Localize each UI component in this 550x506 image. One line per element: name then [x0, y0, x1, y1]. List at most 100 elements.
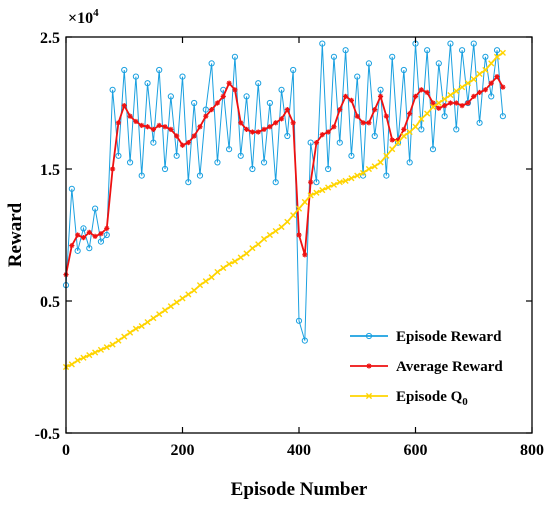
point-average-reward-6-d2 — [98, 231, 104, 236]
point-average-reward-13-d2 — [139, 123, 144, 128]
point-episode-q-60-b — [412, 123, 419, 130]
point-average-reward-63 — [430, 100, 436, 106]
point-episode-q-71 — [476, 70, 483, 78]
point-average-reward-25-d2 — [209, 107, 214, 112]
point-average-reward-32 — [249, 129, 255, 135]
point-episode-q-10 — [121, 333, 128, 340]
point-episode-reward-31 — [243, 93, 250, 100]
point-average-reward-55-d2 — [384, 113, 389, 119]
point-episode-q-9-b — [115, 337, 122, 344]
point-average-reward-7-d2 — [104, 226, 110, 231]
point-average-reward-15-d2 — [151, 127, 156, 132]
point-episode-reward-67 — [453, 126, 460, 133]
point-episode-reward-28 — [226, 146, 233, 153]
point-average-reward-16 — [156, 122, 162, 129]
point-average-reward-22-d2 — [191, 133, 197, 139]
point-average-reward-3 — [80, 235, 87, 241]
point-average-reward-2 — [75, 232, 81, 238]
point-episode-q-34 — [260, 235, 268, 243]
point-episode-q-61 — [418, 115, 425, 122]
point-average-reward-48-d2 — [343, 94, 348, 99]
point-episode-q-64 — [435, 99, 442, 107]
point-average-reward-35-d2 — [267, 124, 273, 130]
point-average-reward-6 — [98, 231, 104, 237]
legend-item-episode-q: Episode Q0 — [350, 389, 468, 408]
point-episode-q-13-b — [138, 322, 145, 330]
point-average-reward-14 — [144, 124, 151, 130]
point-episode-q-5 — [92, 349, 99, 356]
point-average-reward-41-d2 — [302, 252, 308, 258]
point-episode-reward-52 — [365, 60, 372, 67]
point-episode-q-8-b — [109, 341, 116, 348]
point-average-reward-18-d2 — [168, 127, 174, 132]
point-episode-q-56 — [389, 146, 396, 153]
point-episode-q-64-b — [435, 99, 442, 107]
point-average-reward-65-d2 — [442, 103, 447, 108]
point-average-reward-32-d2 — [250, 129, 255, 135]
point-episode-reward-54 — [377, 86, 384, 93]
point-episode-reward-22 — [191, 99, 198, 107]
point-average-reward-13 — [139, 122, 145, 129]
point-average-reward-39 — [290, 120, 296, 126]
point-episode-q-32-b — [249, 245, 256, 252]
point-episode-reward-46 — [330, 53, 338, 60]
point-average-reward-58 — [401, 126, 407, 132]
point-average-reward-10-d2 — [122, 103, 127, 108]
point-episode-reward-2 — [74, 247, 81, 254]
point-episode-q-61-b — [418, 115, 425, 122]
point-episode-q-70 — [470, 76, 477, 83]
point-average-reward-5-d2 — [92, 234, 98, 239]
point-average-reward-66-d2 — [448, 100, 453, 106]
y-tick-label-0: -0.5 — [35, 426, 60, 443]
point-average-reward-46-d2 — [331, 124, 337, 130]
point-episode-reward-29 — [231, 53, 239, 60]
point-average-reward-40-d2 — [296, 232, 302, 238]
point-average-reward-10 — [121, 103, 127, 109]
point-episode-reward-3 — [80, 225, 87, 232]
point-episode-q-66 — [447, 91, 454, 99]
point-episode-q-38 — [284, 218, 291, 225]
point-episode-reward-36 — [272, 179, 279, 186]
point-episode-reward-68 — [459, 47, 466, 54]
point-episode-reward-20 — [179, 73, 186, 80]
point-episode-q-15 — [150, 315, 157, 322]
point-episode-q-6 — [97, 346, 105, 353]
point-episode-q-68-b — [459, 84, 466, 91]
point-average-reward-70 — [471, 93, 477, 99]
point-average-reward-41 — [302, 252, 308, 258]
point-average-reward-49-d2 — [349, 98, 354, 103]
point-average-reward-43 — [313, 140, 320, 146]
point-episode-q-30-b — [237, 254, 244, 261]
point-episode-reward-45 — [325, 165, 332, 173]
series-line-episode-reward — [65, 43, 504, 341]
point-episode-reward-7 — [103, 231, 110, 239]
point-episode-q-40-b — [295, 205, 303, 212]
point-episode-reward-38 — [284, 132, 291, 140]
point-episode-reward-75 — [499, 113, 506, 120]
point-episode-q-51 — [359, 169, 367, 177]
point-episode-q-66-b — [447, 91, 454, 99]
point-episode-q-58 — [400, 132, 407, 140]
series-layer — [62, 40, 506, 371]
point-average-reward-23-d2 — [197, 124, 203, 130]
point-episode-q-62-b — [424, 110, 431, 117]
point-episode-q-69-b — [464, 80, 472, 87]
point-average-reward-60-d2 — [413, 94, 418, 99]
point-episode-reward-44 — [319, 40, 326, 47]
point-average-reward-1-d2 — [69, 243, 75, 248]
series-line-episode-q — [65, 52, 504, 368]
point-episode-q-75-b — [499, 49, 506, 56]
point-average-reward-14-d2 — [145, 124, 150, 130]
point-average-reward-56 — [389, 137, 395, 143]
point-average-reward-31 — [243, 126, 250, 132]
point-average-reward-44 — [319, 132, 325, 138]
point-average-reward-9 — [115, 120, 122, 126]
point-average-reward-36 — [273, 120, 279, 126]
point-episode-q-20-b — [179, 295, 186, 302]
legend-label-episode-q: Episode Q0 — [396, 389, 468, 408]
point-episode-reward-53 — [371, 132, 378, 140]
point-episode-q-6-b — [97, 346, 105, 353]
point-episode-reward-10 — [121, 66, 128, 74]
point-episode-q-44 — [319, 187, 326, 194]
point-average-reward-62 — [424, 89, 430, 96]
